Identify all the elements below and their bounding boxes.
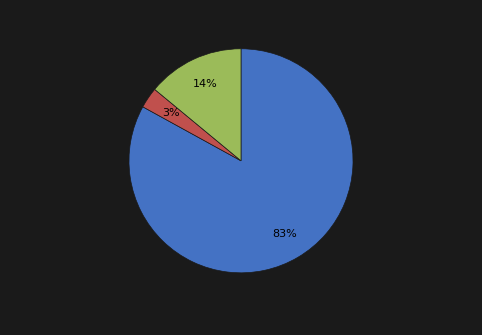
Text: 14%: 14% [192,79,217,89]
Text: 3%: 3% [162,108,180,118]
Wedge shape [155,49,241,161]
Wedge shape [143,89,241,161]
Text: 83%: 83% [272,229,296,239]
Wedge shape [129,49,353,273]
